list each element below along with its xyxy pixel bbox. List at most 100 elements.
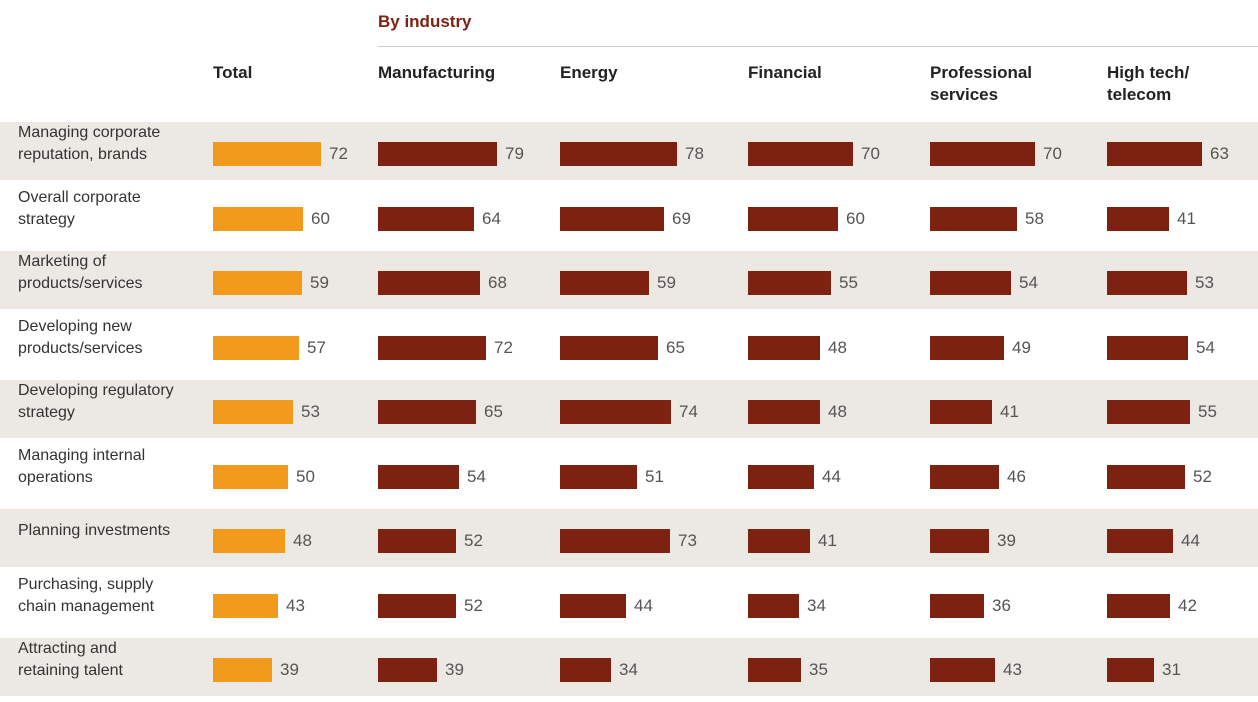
bar xyxy=(1107,464,1185,489)
bar-value-label: 48 xyxy=(293,531,312,550)
bar-value-label: 55 xyxy=(1198,402,1217,421)
bar-value-label: 54 xyxy=(467,466,486,486)
bar-value-label: 70 xyxy=(1043,144,1062,163)
bar-value-label: 48 xyxy=(828,402,847,421)
bar xyxy=(1107,206,1169,231)
column-header: High tech/ telecom xyxy=(1107,63,1190,104)
bar xyxy=(378,593,456,618)
bar-value-label: 39 xyxy=(997,531,1016,550)
section-label: By industry xyxy=(378,12,472,31)
row-label: Managing corporate reputation, brands xyxy=(18,124,161,163)
bar xyxy=(560,400,671,424)
bar xyxy=(213,529,285,553)
bar xyxy=(378,658,437,682)
bar-value-label: 43 xyxy=(286,595,305,615)
bar-value-label: 60 xyxy=(311,208,330,228)
bar-value-label: 44 xyxy=(634,595,653,615)
column-header: Total xyxy=(213,63,253,82)
bar xyxy=(748,271,831,295)
row-label: Managing internal operations xyxy=(18,446,146,486)
bar xyxy=(930,658,995,682)
row-label: Developing regulatory strategy xyxy=(18,382,174,421)
bar xyxy=(748,206,838,231)
row-band xyxy=(0,638,1258,696)
bar-value-label: 53 xyxy=(301,402,320,421)
row-label: Overall corporate strategy xyxy=(18,188,141,228)
bar xyxy=(560,658,611,682)
bar xyxy=(748,142,853,166)
bar xyxy=(930,464,999,489)
bar-value-label: 54 xyxy=(1019,273,1038,292)
bar xyxy=(1107,142,1202,166)
bar-value-label: 36 xyxy=(992,595,1011,615)
bar-value-label: 42 xyxy=(1178,595,1197,615)
bar xyxy=(1107,271,1187,295)
bar xyxy=(213,206,303,231)
bar-value-label: 78 xyxy=(685,144,704,163)
bar xyxy=(560,206,664,231)
bar-value-label: 72 xyxy=(329,144,348,163)
row-label: Planning investments xyxy=(18,522,171,539)
bar xyxy=(378,529,456,553)
bar-value-label: 39 xyxy=(280,660,299,679)
bar xyxy=(560,593,626,618)
bar xyxy=(1107,529,1173,553)
bar xyxy=(1107,593,1170,618)
bar-value-label: 63 xyxy=(1210,144,1229,163)
bar xyxy=(748,658,801,682)
bar xyxy=(1107,400,1190,424)
bar-value-label: 43 xyxy=(1003,660,1022,679)
bar-value-label: 52 xyxy=(464,531,483,550)
bar xyxy=(378,335,486,360)
bar-value-label: 46 xyxy=(1007,466,1026,486)
bar-value-label: 41 xyxy=(818,531,837,550)
bar-value-label: 73 xyxy=(678,531,697,550)
bar-value-label: 34 xyxy=(619,660,638,679)
bar-value-label: 44 xyxy=(1181,531,1200,550)
bar-value-label: 72 xyxy=(494,337,513,357)
bar xyxy=(1107,658,1154,682)
bar xyxy=(378,464,459,489)
bar-value-label: 54 xyxy=(1196,337,1215,357)
bar xyxy=(378,400,476,424)
column-header: Financial xyxy=(748,63,822,82)
bar xyxy=(1107,335,1188,360)
bar xyxy=(748,400,820,424)
bar-value-label: 60 xyxy=(846,208,865,228)
bar-value-label: 39 xyxy=(445,660,464,679)
row-label: Purchasing, supply chain management xyxy=(18,575,155,615)
bar xyxy=(378,142,497,166)
bar-value-label: 74 xyxy=(679,402,698,421)
bar-value-label: 53 xyxy=(1195,273,1214,292)
bar xyxy=(213,464,288,489)
bar xyxy=(748,335,820,360)
section-rule xyxy=(378,46,1258,47)
bar xyxy=(378,271,480,295)
bar xyxy=(560,271,649,295)
bar-value-label: 35 xyxy=(809,660,828,679)
bar xyxy=(930,593,984,618)
bar xyxy=(748,593,799,618)
bar xyxy=(560,335,658,360)
bar-value-label: 31 xyxy=(1162,660,1181,679)
bar-value-label: 69 xyxy=(672,208,691,228)
column-header: Energy xyxy=(560,63,618,82)
bar xyxy=(930,271,1011,295)
bar xyxy=(930,400,992,424)
bar xyxy=(213,593,278,618)
bar-value-label: 59 xyxy=(657,273,676,292)
bar-value-label: 65 xyxy=(484,402,503,421)
bar-value-label: 68 xyxy=(488,273,507,292)
bar-value-label: 44 xyxy=(822,466,841,486)
row-label: Attracting and retaining talent xyxy=(18,640,123,679)
bar xyxy=(213,400,293,424)
bar-value-label: 64 xyxy=(482,208,501,228)
bar-value-label: 70 xyxy=(861,144,880,163)
bar xyxy=(213,658,272,682)
column-header: Professional services xyxy=(930,63,1033,104)
bar-value-label: 59 xyxy=(310,273,329,292)
row-label: Marketing of products/services xyxy=(18,253,143,292)
bar-value-label: 57 xyxy=(307,337,326,357)
bar-value-label: 79 xyxy=(505,144,524,163)
